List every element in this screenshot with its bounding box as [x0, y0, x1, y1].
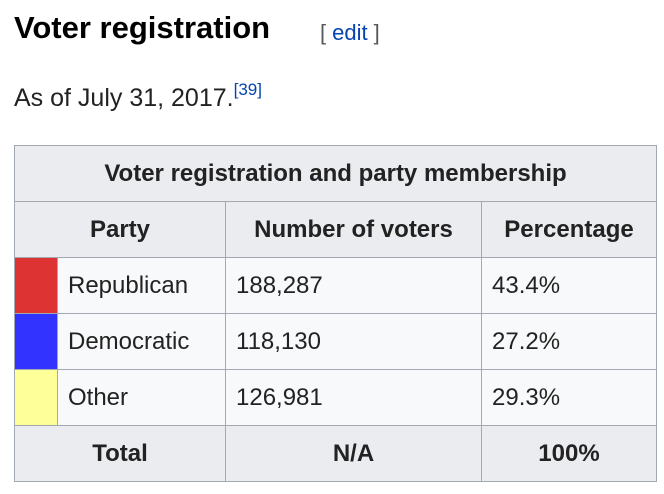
section-heading: Voter registration — [14, 10, 271, 45]
intro-text: As of July 31, 2017.[39] — [14, 80, 262, 113]
column-header: Party — [14, 201, 226, 258]
table-row: Democratic 118,130 27.2% — [14, 313, 657, 370]
party-swatch — [14, 257, 58, 314]
voter-count: 188,287 — [225, 257, 482, 314]
voter-count: 126,981 — [225, 369, 482, 426]
edit-section: [edit] — [320, 20, 380, 46]
party-name: Republican — [57, 257, 226, 314]
footer-cell: Total — [14, 425, 226, 482]
percentage: 27.2% — [481, 313, 657, 370]
table-body: Republican 188,287 43.4% Democratic 118,130 2… — [14, 257, 657, 426]
edit-link[interactable]: edit — [332, 20, 368, 45]
column-header: Percentage — [481, 201, 657, 258]
percentage: 43.4% — [481, 257, 657, 314]
table-row: Other 126,981 29.3% — [14, 369, 657, 426]
party-swatch — [14, 313, 58, 370]
percentage: 29.3% — [481, 369, 657, 426]
table-row: Republican 188,287 43.4% — [14, 257, 657, 314]
bracket: [ — [320, 20, 327, 45]
voter-count: 118,130 — [225, 313, 482, 370]
footer-cell: N/A — [225, 425, 482, 482]
footer-cell: 100% — [481, 425, 657, 482]
registration-table: Voter registration and party membership … — [14, 145, 657, 482]
party-swatch — [14, 369, 58, 426]
intro-sentence: As of July 31, 2017. — [14, 84, 234, 112]
column-header: Number of voters — [225, 201, 482, 258]
party-name: Democratic — [57, 313, 226, 370]
party-name: Other — [57, 369, 226, 426]
bracket: ] — [373, 20, 380, 45]
table-caption: Voter registration and party membership — [14, 145, 657, 202]
reference[interactable]: [39] — [233, 80, 262, 99]
